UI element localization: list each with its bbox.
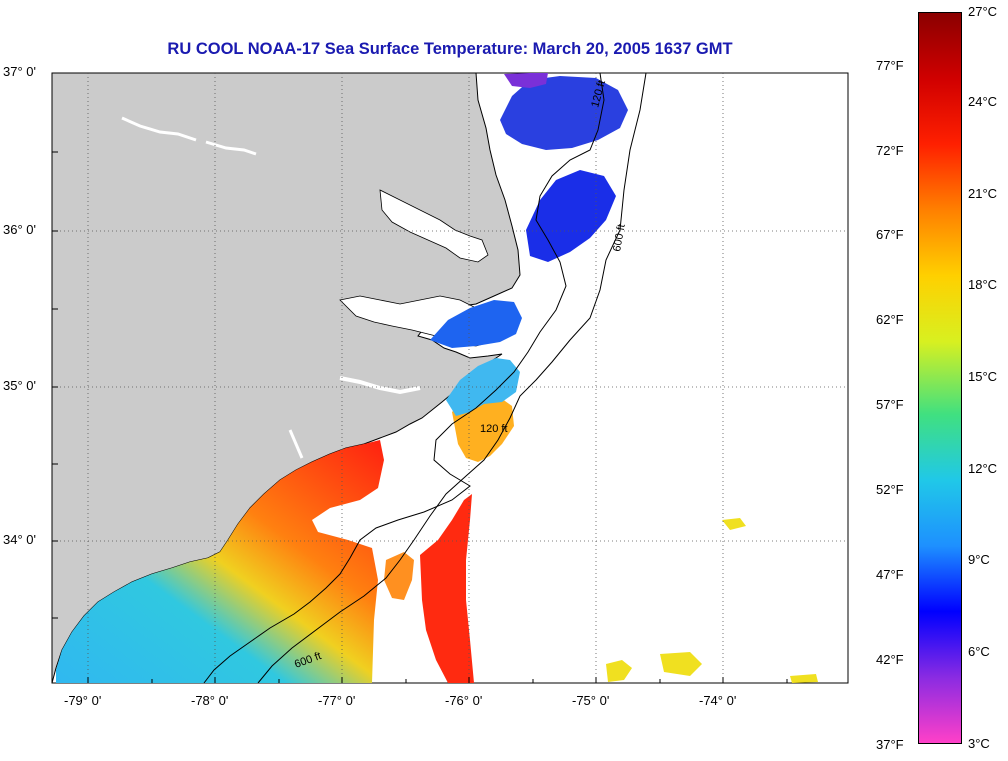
colorbar-f-57: 57°F xyxy=(876,397,904,412)
lake-gaston xyxy=(121,116,197,142)
inland-lake xyxy=(205,140,257,156)
lon-label-79: -79° 0' xyxy=(64,693,102,708)
lon-label-77: -77° 0' xyxy=(318,693,356,708)
lon-label-78: -78° 0' xyxy=(191,693,229,708)
colorbar-f-77: 77°F xyxy=(876,58,904,73)
neuse-river xyxy=(339,376,421,395)
temperature-colorbar xyxy=(918,12,962,744)
colorbar-f-52: 52°F xyxy=(876,482,904,497)
lat-label-36: 36° 0' xyxy=(3,222,36,237)
lat-label-35: 35° 0' xyxy=(3,378,36,393)
sst-orange-patch xyxy=(384,552,414,600)
sst-blue-hatteras xyxy=(430,300,522,348)
lon-label-74: -74° 0' xyxy=(699,693,737,708)
contour-600ft xyxy=(257,72,647,684)
map-title: RU COOL NOAA-17 Sea Surface Temperature:… xyxy=(167,40,733,58)
albemarle-sound xyxy=(379,189,489,263)
colorbar-c-6: 6°C xyxy=(968,644,990,659)
colorbar-c-18: 18°C xyxy=(968,277,998,292)
colorbar-c-3: 3°C xyxy=(968,736,990,751)
sst-purple-top xyxy=(504,73,548,88)
colorbar-f-37: 37°F xyxy=(876,737,904,752)
contour-label-600ft: 600 ft xyxy=(611,223,628,252)
cape-fear-river xyxy=(288,429,304,459)
sst-southern-water xyxy=(56,440,384,683)
lat-label-37: 37° 0' xyxy=(3,64,36,79)
colorbar-f-42: 42°F xyxy=(876,652,904,667)
colorbar-f-67: 67°F xyxy=(876,227,904,242)
lon-label-76: -76° 0' xyxy=(445,693,483,708)
colorbar-c-9: 9°C xyxy=(968,552,990,567)
colorbar-c-12: 12°C xyxy=(968,461,998,476)
colorbar-f-62: 62°F xyxy=(876,312,904,327)
colorbar-f-72: 72°F xyxy=(876,143,904,158)
lat-label-34: 34° 0' xyxy=(3,532,36,547)
contour-120ft xyxy=(203,72,605,684)
sst-yellow-bits xyxy=(606,518,818,683)
lon-label-75: -75° 0' xyxy=(572,693,610,708)
colorbar-c-15: 15°C xyxy=(968,369,998,384)
colorbar-f-47: 47°F xyxy=(876,567,904,582)
lat-lon-grid xyxy=(52,73,848,683)
contour-label-120ft-2: 120 ft xyxy=(480,423,508,435)
colorbar-c-24: 24°C xyxy=(968,94,998,109)
sst-blue-top xyxy=(500,76,628,150)
axis-ticks xyxy=(52,151,788,683)
sst-blue-north xyxy=(526,170,616,262)
sst-cyan-onslow xyxy=(446,358,520,416)
colorbar-c-21: 21°C xyxy=(968,186,998,201)
colorbar-c-27: 27°C xyxy=(968,4,998,19)
